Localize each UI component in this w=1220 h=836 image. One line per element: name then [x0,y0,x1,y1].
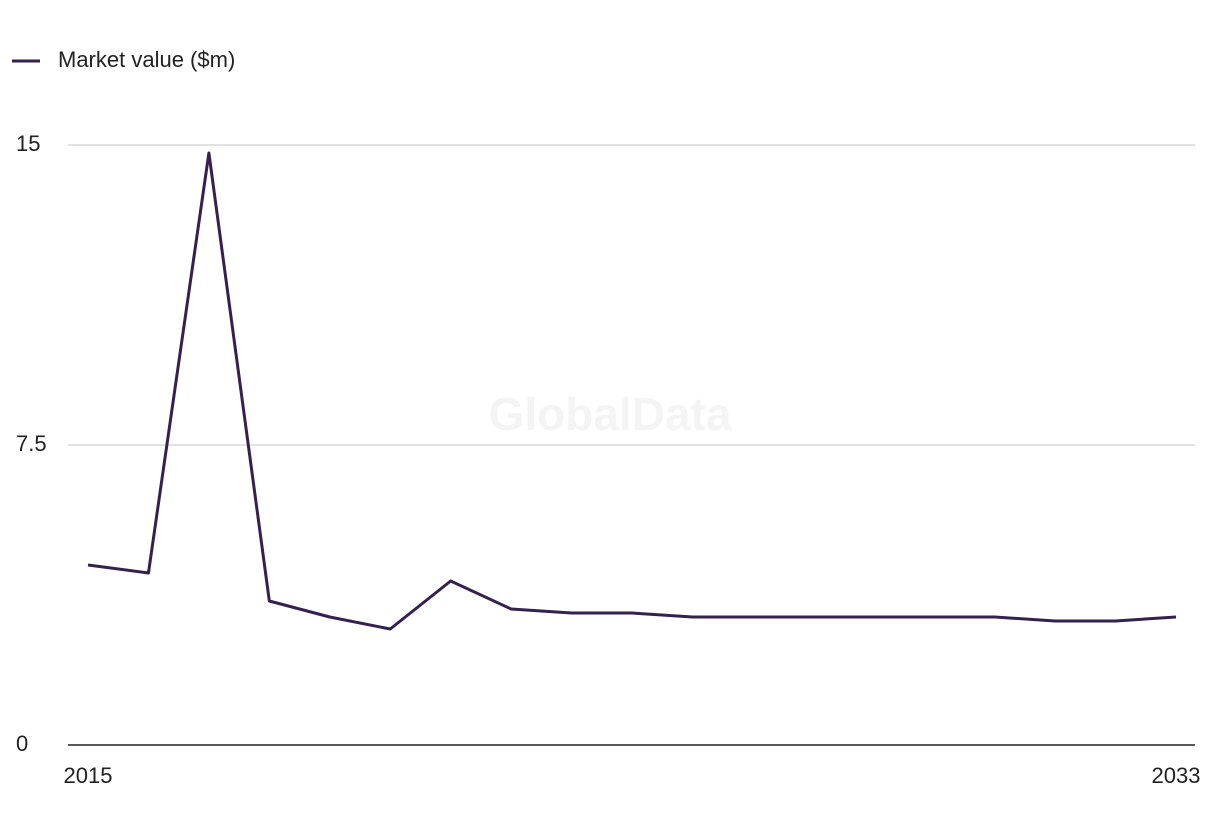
y-tick-label: 0 [16,731,28,756]
watermark: GlobalData [489,388,732,440]
data-line [87,151,1177,631]
legend-label: Market value ($m) [58,47,235,72]
x-tick-label: 2033 [1152,763,1201,788]
y-tick-label: 15 [16,131,40,156]
y-tick-label: 7.5 [16,431,47,456]
x-tick-label: 2015 [64,763,113,788]
